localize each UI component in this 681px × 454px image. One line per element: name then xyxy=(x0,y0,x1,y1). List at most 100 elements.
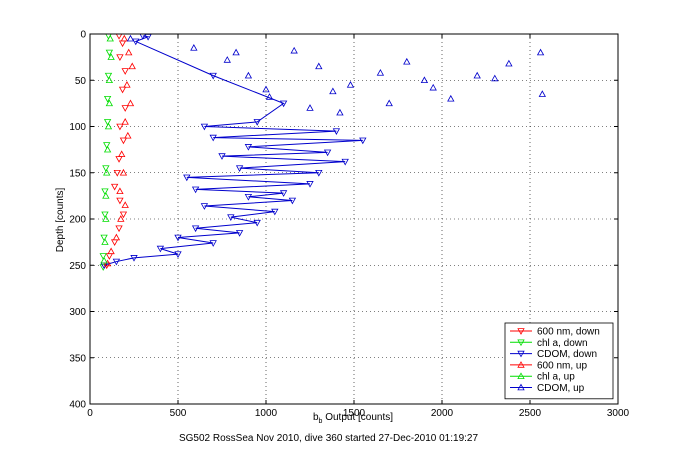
y-tick-label: 350 xyxy=(69,353,86,364)
y-tick-label: 250 xyxy=(69,261,86,272)
data-point xyxy=(116,187,124,195)
x-tick-label: 0 xyxy=(87,408,93,419)
data-point xyxy=(121,118,129,125)
data-point xyxy=(191,225,200,233)
data-point xyxy=(118,86,127,94)
data-point xyxy=(102,165,110,172)
data-point xyxy=(174,251,182,258)
data-point xyxy=(253,219,261,227)
data-point xyxy=(116,54,124,61)
y-tick-label: 50 xyxy=(75,76,87,87)
data-point xyxy=(244,71,253,79)
data-point xyxy=(253,119,261,126)
data-point xyxy=(209,134,217,142)
data-point xyxy=(125,48,133,56)
data-point xyxy=(191,186,200,194)
data-point xyxy=(105,49,114,57)
data-point xyxy=(473,71,481,79)
legend-swatch-marker xyxy=(517,350,525,358)
data-point xyxy=(183,174,191,182)
legend-swatch-marker xyxy=(517,372,525,380)
legend-swatch-marker xyxy=(517,383,525,391)
data-point xyxy=(209,240,217,247)
data-point xyxy=(447,94,455,102)
data-point xyxy=(376,69,385,76)
x-tick-label: 3000 xyxy=(607,408,630,419)
data-point xyxy=(341,158,349,166)
data-point xyxy=(156,245,165,253)
data-point xyxy=(306,104,314,111)
data-point xyxy=(116,197,124,205)
y-tick-label: 100 xyxy=(69,122,86,133)
data-point xyxy=(279,100,288,108)
data-point xyxy=(120,34,128,42)
y-tick-label: 300 xyxy=(69,307,86,318)
data-point xyxy=(235,165,244,172)
data-point xyxy=(536,48,545,56)
data-point xyxy=(100,256,108,264)
legend-swatch-marker xyxy=(517,328,525,335)
data-point xyxy=(107,53,115,60)
data-point xyxy=(118,150,126,158)
data-point xyxy=(235,230,244,237)
data-point xyxy=(103,145,112,153)
data-point xyxy=(101,238,109,245)
data-point xyxy=(119,137,128,145)
legend-box xyxy=(504,322,614,400)
data-point xyxy=(223,56,231,63)
data-point xyxy=(505,59,513,67)
data-point xyxy=(315,62,323,70)
data-point xyxy=(132,38,140,46)
data-point xyxy=(385,99,393,107)
data-point xyxy=(104,122,113,130)
data-point xyxy=(101,188,109,196)
legend-label: chl a, down xyxy=(537,338,588,349)
y-tick-label: 200 xyxy=(69,215,86,226)
data-point xyxy=(329,87,337,95)
data-point xyxy=(227,214,235,221)
data-point xyxy=(420,76,429,84)
data-point xyxy=(491,74,499,82)
data-point xyxy=(346,81,355,88)
data-point xyxy=(105,76,114,84)
data-point xyxy=(104,72,113,80)
data-point xyxy=(190,44,198,51)
y-tick-label: 0 xyxy=(80,30,86,41)
data-point xyxy=(106,34,114,42)
series-3 xyxy=(103,34,136,267)
x-tick-label: 500 xyxy=(170,408,187,419)
data-point xyxy=(110,183,119,191)
data-point xyxy=(99,253,107,260)
data-point xyxy=(124,131,132,139)
data-point xyxy=(126,99,135,107)
data-point xyxy=(359,137,367,145)
data-point xyxy=(262,85,270,93)
data-point xyxy=(103,142,111,149)
figure-caption: SG502 RossSea Nov 2010, dive 360 started… xyxy=(0,433,681,444)
data-point xyxy=(323,149,332,157)
data-point xyxy=(101,211,109,219)
data-point xyxy=(121,68,129,75)
data-point xyxy=(265,93,274,100)
data-point xyxy=(112,233,121,241)
series-line xyxy=(103,35,363,266)
data-point xyxy=(538,90,546,97)
legend-label: chl a, up xyxy=(537,372,575,383)
data-point xyxy=(139,34,146,40)
legend-label: CDOM, up xyxy=(537,383,585,394)
data-point xyxy=(115,34,123,40)
data-point xyxy=(200,123,209,131)
data-point xyxy=(403,57,411,65)
series-5 xyxy=(126,34,546,116)
data-point xyxy=(121,201,129,208)
data-point xyxy=(244,193,253,201)
data-point xyxy=(271,208,279,216)
data-point xyxy=(103,95,112,103)
data-point xyxy=(232,48,240,56)
data-point xyxy=(119,168,128,176)
legend-swatch-marker xyxy=(517,339,525,347)
ticks: 0 500 1000 1500 2000 2500 3000 0 50 100 150 200 250 3… xyxy=(69,30,629,420)
data-point xyxy=(102,215,110,222)
